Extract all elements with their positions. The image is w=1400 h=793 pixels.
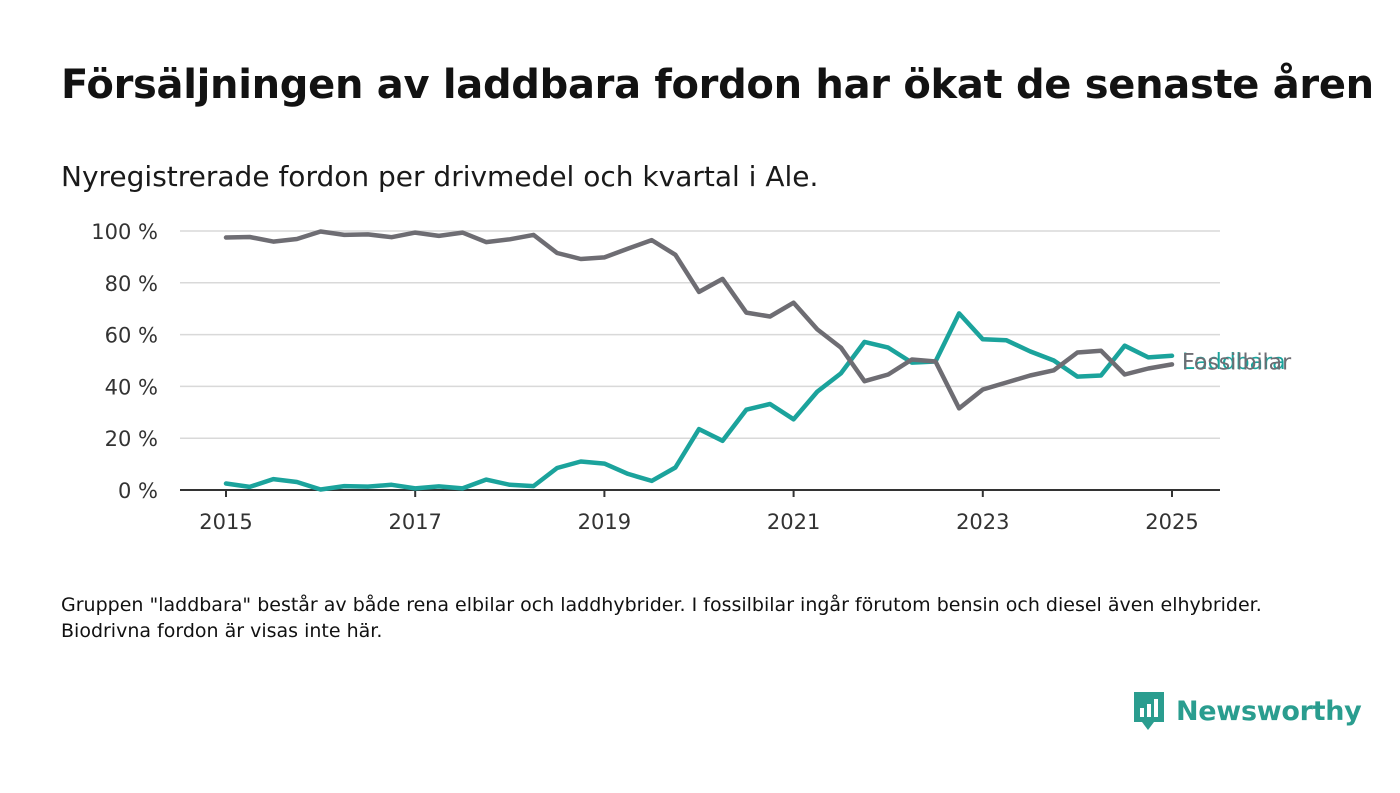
brand-name: Newsworthy: [1176, 695, 1362, 727]
x-tick-label: 2025: [1145, 510, 1198, 534]
newsworthy-logo-icon: [1134, 692, 1164, 730]
line-chart: 0 % 20 % 40 % 60 % 80 % 100 % 2015 2017 2019 202…: [91, 220, 1292, 534]
series-label-laddbara: Laddbara: [1182, 350, 1286, 375]
chart-subtitle: Nyregistrerade fordon per drivmedel och …: [61, 160, 819, 193]
y-tick-label: 20 %: [105, 427, 158, 451]
x-tick-label: 2021: [767, 510, 820, 534]
series-line-fossil: [223, 229, 1175, 411]
x-tick-label: 2015: [199, 510, 252, 534]
x-axis: 2015 2017 2019 2021 2023 2025: [180, 489, 1220, 534]
y-tick-label: 40 %: [105, 375, 158, 399]
y-axis: 0 % 20 % 40 % 60 % 80 % 100 %: [91, 220, 158, 503]
series-line-laddbara: [223, 311, 1175, 492]
brand-logo[interactable]: Newsworthy: [1132, 690, 1362, 732]
y-tick-label: 80 %: [105, 272, 158, 296]
y-tick-label: 60 %: [105, 324, 158, 348]
x-tick-label: 2023: [956, 510, 1009, 534]
y-tick-label: 100 %: [91, 220, 158, 244]
x-tick-label: 2019: [578, 510, 631, 534]
chart-title: Försäljningen av laddbara fordon har öka…: [61, 62, 1374, 108]
gridlines: [180, 230, 1220, 439]
x-tick-label: 2017: [388, 510, 441, 534]
series-label-fossil: Fossilbilar: [1182, 350, 1292, 375]
y-tick-label: 0 %: [118, 479, 158, 503]
series-lines: [223, 229, 1175, 492]
footnote: Gruppen "laddbara" består av både rena e…: [61, 594, 1262, 642]
